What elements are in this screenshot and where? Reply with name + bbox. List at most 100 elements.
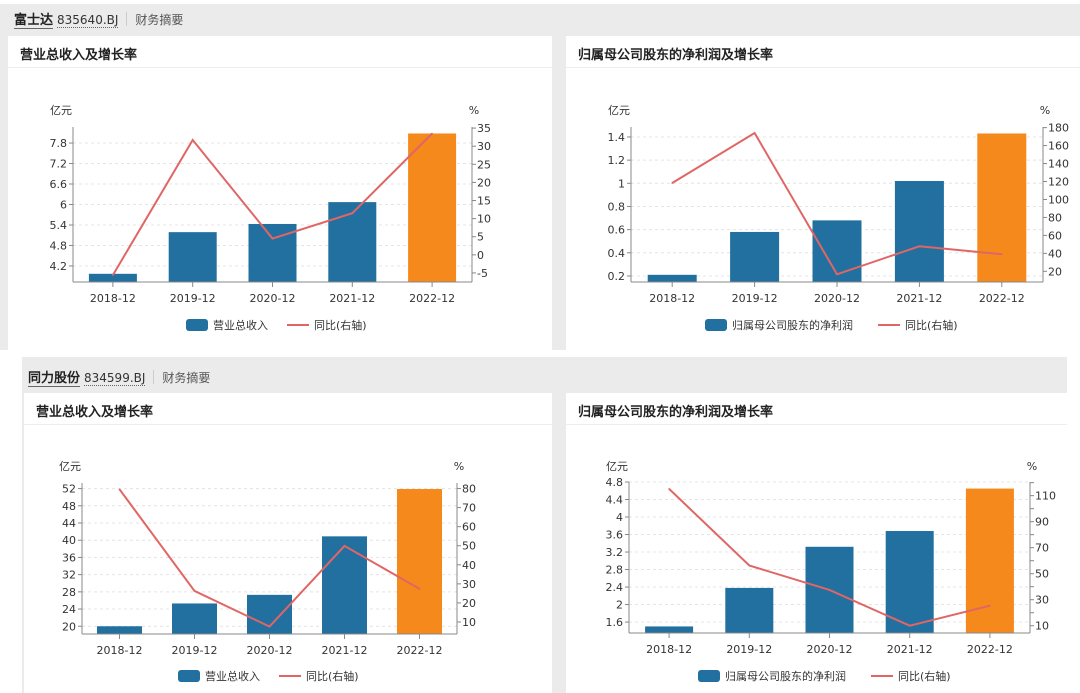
tab-financial-summary[interactable]: 财务摘要: [162, 371, 211, 385]
yoy-point-2020-12: [828, 589, 831, 591]
x-tick-label: 2021-12: [322, 644, 368, 657]
right-tick-label: 160: [1048, 140, 1069, 153]
right-tick-label: 80: [1048, 211, 1062, 224]
stock-code-link[interactable]: 835640.BJ: [57, 13, 119, 28]
right-axis-unit: %: [1027, 460, 1037, 473]
left-axis-unit: 亿元: [608, 104, 630, 117]
legend-bar-swatch: [186, 319, 208, 331]
chart-0: 4.2 4.8 5.4 6 6.6 7.2 7.8 -5 0 5 10 15 20 25 30 35 亿元 % 20…: [50, 104, 492, 332]
left-tick-label: 0.4: [608, 247, 626, 260]
left-axis-unit: 亿元: [59, 460, 81, 473]
legend-bar-label: 归属母公司股东的净利润: [725, 669, 846, 683]
company-name-link[interactable]: 富士达: [14, 9, 54, 29]
legend-bar-swatch: [178, 670, 200, 682]
legend-bar-label: 营业总收入: [213, 318, 268, 332]
yoy-point-2018-12: [118, 488, 121, 491]
legend-bar-swatch: [698, 670, 720, 682]
legend-line-label: 同比(右轴): [306, 669, 359, 683]
left-tick-label: 4.2: [50, 260, 68, 273]
right-tick-label: 0: [477, 249, 484, 262]
legend[interactable]: 归属母公司股东的净利润 同比(右轴): [698, 669, 951, 683]
yoy-point-2019-12: [191, 139, 194, 141]
divider: [8, 67, 552, 68]
left-tick-label: 48: [62, 500, 76, 513]
right-tick-label: 20: [477, 176, 491, 189]
revenue-card: 营业总收入及增长率: [8, 36, 552, 350]
bar-2021-12: [328, 202, 377, 282]
divider: [153, 370, 155, 384]
right-axis-unit: %: [454, 460, 464, 473]
bar-2021-12: [885, 531, 934, 633]
right-tick-label: 40: [1048, 247, 1062, 260]
right-tick-label: 120: [1048, 176, 1069, 189]
yoy-point-2021-12: [918, 245, 921, 248]
section-header: 同力股份 834599.BJ 财务摘要: [28, 367, 210, 387]
left-tick-label: 1.4: [608, 131, 626, 144]
right-tick-label: 70: [1035, 542, 1049, 555]
right-tick-label: 35: [477, 122, 491, 135]
legend[interactable]: 营业总收入 同比(右轴): [186, 318, 367, 332]
right-tick-label: 80: [462, 483, 476, 496]
left-tick-label: 0.2: [608, 270, 626, 283]
legend-bar-label: 营业总收入: [205, 669, 260, 683]
yoy-point-2019-12: [193, 590, 196, 592]
x-tick-label: 2018-12: [97, 644, 143, 657]
bar-2021-12: [322, 536, 367, 634]
x-tick-label: 2018-12: [646, 643, 692, 656]
x-tick-label: 2022-12: [397, 644, 443, 657]
right-tick-label: 180: [1048, 122, 1069, 135]
bar-2018-12: [88, 273, 137, 282]
bar-2020-12: [812, 220, 862, 282]
left-tick-label: 24: [62, 603, 76, 616]
left-tick-label: 20: [62, 620, 76, 633]
left-axis-unit: 亿元: [606, 460, 628, 473]
left-tick-label: 3.2: [606, 546, 624, 559]
yoy-point-2022-12: [431, 132, 433, 135]
x-tick-label: 2019-12: [172, 644, 218, 657]
right-tick-label: 110: [1035, 490, 1056, 503]
right-tick-label: 40: [462, 559, 476, 572]
left-tick-label: 0.6: [608, 224, 626, 237]
tab-financial-summary[interactable]: 财务摘要: [135, 13, 184, 27]
right-tick-label: 140: [1048, 158, 1069, 171]
divider: [566, 424, 1067, 425]
yoy-point-2022-12: [418, 588, 421, 590]
right-tick-label: 10: [462, 616, 476, 629]
right-axis-unit: %: [469, 104, 479, 117]
left-tick-label: 5.4: [50, 219, 68, 232]
stock-code-link[interactable]: 834599.BJ: [84, 371, 146, 386]
left-tick-label: 2.8: [606, 564, 624, 577]
left-tick-label: 0.8: [608, 200, 626, 213]
bar-2019-12: [730, 231, 780, 282]
x-tick-label: 2021-12: [887, 643, 933, 656]
left-tick-label: 7.8: [50, 137, 68, 150]
left-tick-label: 36: [62, 551, 76, 564]
left-tick-label: 28: [62, 586, 76, 599]
yoy-point-2022-12: [989, 604, 991, 607]
left-tick-label: 1.2: [608, 154, 626, 167]
right-tick-label: 60: [462, 521, 476, 534]
legend[interactable]: 归属母公司股东的净利润 同比(右轴): [705, 318, 958, 332]
yoy-point-2022-12: [1001, 253, 1003, 256]
left-tick-label: 40: [62, 534, 76, 547]
left-tick-label: 2: [616, 599, 623, 612]
legend[interactable]: 营业总收入 同比(右轴): [178, 669, 359, 683]
right-tick-label: 50: [1035, 568, 1049, 581]
right-tick-label: 10: [1035, 620, 1049, 633]
left-tick-label: 3.6: [606, 529, 624, 542]
x-tick-label: 2019-12: [726, 643, 772, 656]
company-name-link[interactable]: 同力股份: [28, 367, 81, 387]
yoy-point-2018-12: [112, 274, 114, 276]
yoy-point-2018-12: [671, 182, 673, 184]
right-tick-label: 5: [477, 231, 484, 244]
yoy-point-2020-12: [271, 237, 274, 240]
bar-2018-12: [97, 626, 142, 634]
bar-2022-12: [965, 488, 1014, 633]
yoy-point-2021-12: [351, 212, 354, 214]
bar-2018-12: [645, 626, 694, 633]
right-tick-label: 30: [1035, 594, 1049, 607]
chart-3: 1.6 2 2.4 2.8 3.2 3.6 4 4.4 4.8 10 30 50 70 90 110 亿元 % 2…: [606, 460, 1057, 683]
legend-bar-swatch: [705, 319, 727, 331]
card-title: 营业总收入及增长率: [36, 405, 154, 420]
yoy-point-2020-12: [268, 625, 271, 628]
